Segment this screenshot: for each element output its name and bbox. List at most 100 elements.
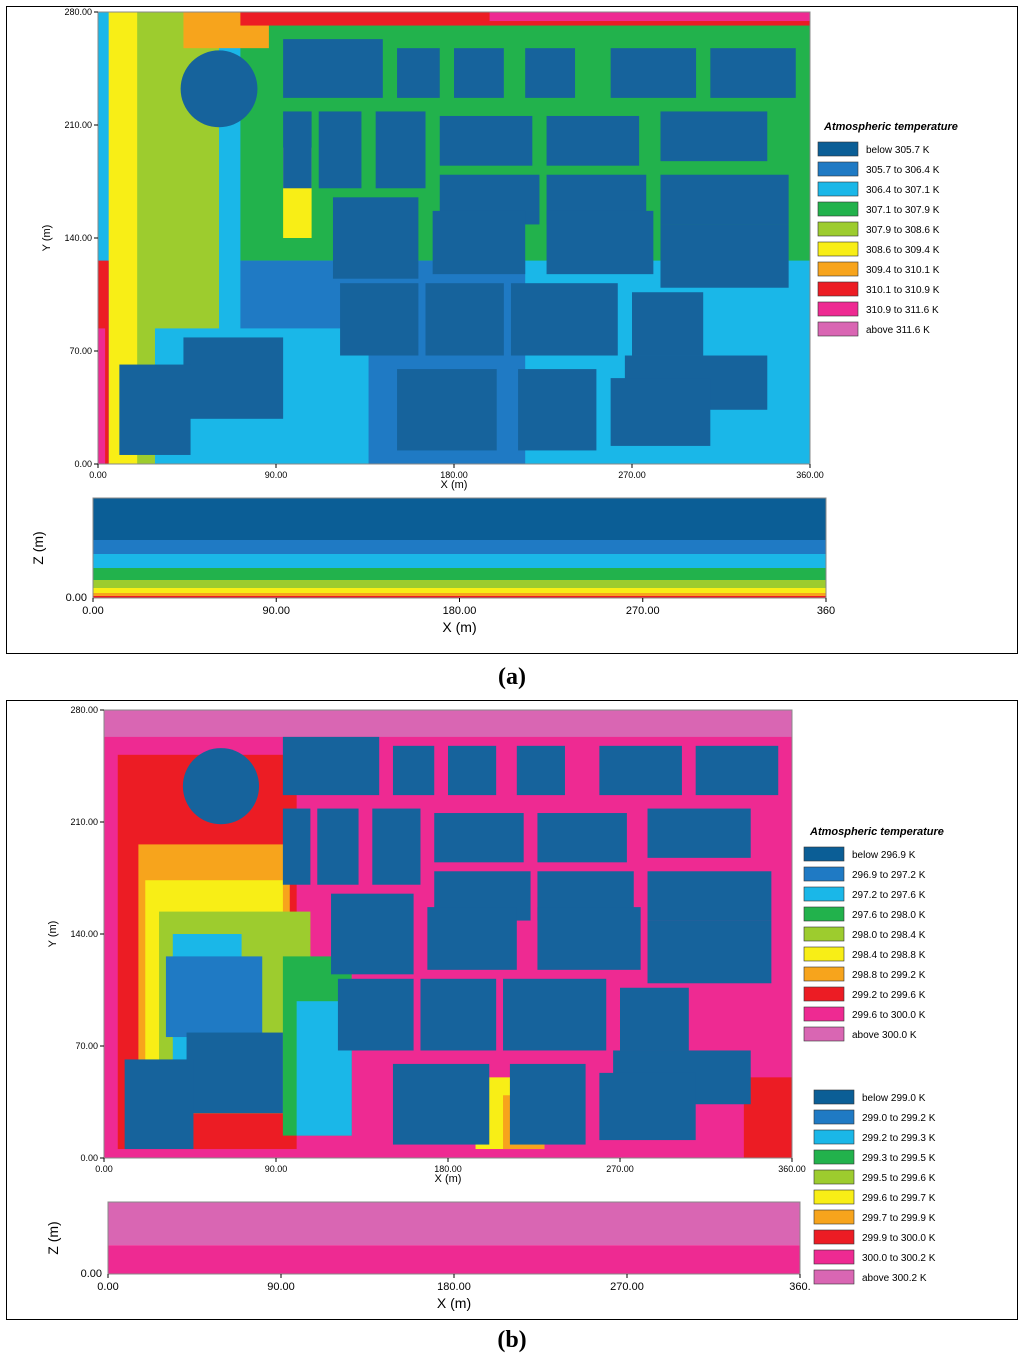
panel-a-chart: 0.00 90.00 180.00 270.00 360.00 0.00 70.00 140.… — [30, 7, 958, 635]
building-block — [425, 283, 504, 356]
panel-b-legend-1-legend-label: 297.6 to 298.0 K — [852, 910, 926, 921]
building-block — [282, 736, 380, 796]
panel-b-section-x-tick-label: 0.00 — [97, 1281, 118, 1293]
building-block — [610, 48, 697, 98]
panel-a-section-z-tick-label: 0.00 — [66, 592, 87, 604]
panel-b-section-band — [108, 1202, 800, 1246]
building-block — [372, 808, 421, 885]
panel-a-y-tick-label: 140.00 — [64, 233, 92, 243]
panel-b-legend-1-legend-swatch — [803, 946, 845, 962]
panel-b-legend-1-legend-swatch — [803, 926, 845, 942]
panel-b-x-tick-label: 90.00 — [265, 1164, 288, 1174]
building-block — [427, 907, 517, 970]
building-block — [454, 48, 504, 98]
panel-b-legend-1-legend-label: 299.2 to 299.6 K — [852, 990, 926, 1001]
building-block — [647, 920, 772, 984]
building-block — [620, 987, 689, 1051]
building-block — [599, 1072, 696, 1141]
panel-b-legend-2-legend-label: 300.0 to 300.2 K — [862, 1253, 936, 1264]
panel-a-legend-1-legend-swatch — [817, 141, 859, 157]
panel-b-y-tick-label: 0.00 — [80, 1153, 98, 1163]
panel-a-legend-1-legend-label: 309.4 to 310.1 K — [866, 265, 940, 276]
panel-b-legend-2-legend-label: 299.5 to 299.6 K — [862, 1173, 936, 1184]
panel-a-legend-1-legend-label: 310.9 to 311.6 K — [866, 305, 939, 316]
panel-a-legend-1-legend-swatch — [817, 181, 859, 197]
panel-b-legend-1-legend-swatch — [803, 986, 845, 1002]
panel-a-section-band — [93, 498, 826, 540]
building-block — [546, 210, 654, 275]
panel-a-section-band — [93, 540, 826, 554]
field-zone — [516, 710, 792, 733]
building-block — [599, 745, 682, 796]
panel-b-x-axis-label: X (m) — [435, 1173, 462, 1185]
panel-a-section-x-tick-label: 270.00 — [626, 605, 660, 617]
building-block — [546, 115, 640, 166]
panel-a-legend-1-legend-label: 307.9 to 308.6 K — [866, 225, 940, 236]
panel-a-section-band — [93, 580, 826, 588]
panel-a-legend-1-legend-label: 307.1 to 307.9 K — [866, 205, 940, 216]
panel-a-legend-1-legend-title: Atmospheric temperature — [823, 121, 958, 133]
panel-a-legend-1-legend-label: 305.7 to 306.4 K — [866, 165, 940, 176]
panel-a-x-tick-label: 360.00 — [796, 470, 824, 480]
building-block — [503, 978, 607, 1051]
panel-a-legend-1-legend-swatch — [817, 241, 859, 257]
panel-b-legend-2-legend-swatch — [813, 1229, 855, 1245]
panel-a-legend-1-legend-label: above 311.6 K — [866, 325, 930, 336]
field-zone — [98, 328, 106, 464]
panel-a-x-axis-label: X (m) — [441, 479, 468, 491]
panel-b-y-tick-label: 210.00 — [70, 817, 98, 827]
panel-a-label: (a) — [498, 664, 526, 690]
building-block — [509, 1063, 586, 1145]
building-block — [695, 745, 779, 796]
panel-b-x-tick-label: 270.00 — [606, 1164, 634, 1174]
building-block — [317, 808, 359, 885]
building-block — [439, 115, 533, 166]
building-block — [432, 210, 526, 275]
panel-a-legend-1-legend-swatch — [817, 161, 859, 177]
panel-b-chart: 0.00 90.00 180.00 270.00 360.00 0.00 70.00 140.… — [45, 705, 944, 1311]
building-circle — [182, 748, 260, 825]
panel-b-legend-1-legend-swatch — [803, 846, 845, 862]
building-block — [660, 111, 768, 162]
building-block — [375, 111, 426, 189]
building-block — [647, 808, 751, 858]
panel-a-section-band — [93, 554, 826, 568]
panel-a-legend-1-legend-swatch — [817, 201, 859, 217]
panel-a-section-band — [93, 588, 826, 593]
building-block — [337, 978, 414, 1051]
panel-b-legend-2-legend-swatch — [813, 1109, 855, 1125]
building-block — [660, 224, 789, 288]
panel-b-legend-2-legend-swatch — [813, 1149, 855, 1165]
panel-a-section-z-axis-label: Z (m) — [30, 531, 46, 564]
panel-b-legend-1-legend-swatch — [803, 1006, 845, 1022]
building-block — [448, 745, 497, 796]
panel-b-legend-2-legend-label: 299.3 to 299.5 K — [862, 1153, 936, 1164]
building-block — [282, 808, 311, 885]
panel-b-legend-2-legend-label: 299.9 to 300.0 K — [862, 1233, 936, 1244]
panel-b-legend-2-legend-label: 299.0 to 299.2 K — [862, 1113, 936, 1124]
panel-b-x-tick-label: 0.00 — [95, 1164, 113, 1174]
building-block — [537, 907, 641, 970]
panel-b-legend-2-legend-swatch — [813, 1209, 855, 1225]
panel-a-section-x-tick-label: 0.00 — [82, 605, 103, 617]
building-block — [632, 292, 704, 356]
panel-b-legend-1-legend-label: 298.4 to 298.8 K — [852, 950, 926, 961]
field-zone — [165, 956, 263, 1038]
panel-a-section-band — [93, 596, 826, 598]
field-zone — [489, 12, 810, 22]
panel-b-section-z-tick-label: 0.00 — [81, 1268, 102, 1280]
building-block — [518, 369, 597, 451]
building-block — [392, 745, 435, 796]
panel-b-section-x-tick-label: 180.00 — [437, 1281, 471, 1293]
panel-b-legend-1-legend-label: below 296.9 K — [852, 850, 916, 861]
panel-b-legend-2-legend-swatch — [813, 1169, 855, 1185]
panel-a-legend-1-legend-label: below 305.7 K — [866, 145, 930, 156]
building-block — [331, 893, 414, 975]
panel-b-x-tick-label: 180.00 — [434, 1164, 462, 1174]
building-block — [119, 364, 191, 455]
building-block — [332, 197, 419, 279]
building-block — [660, 174, 789, 225]
panel-a-x-tick-label: 180.00 — [440, 470, 468, 480]
panel-a-legend-1-legend-label: 308.6 to 309.4 K — [866, 245, 940, 256]
panel-b-section-x-axis-label: X (m) — [437, 1295, 471, 1311]
